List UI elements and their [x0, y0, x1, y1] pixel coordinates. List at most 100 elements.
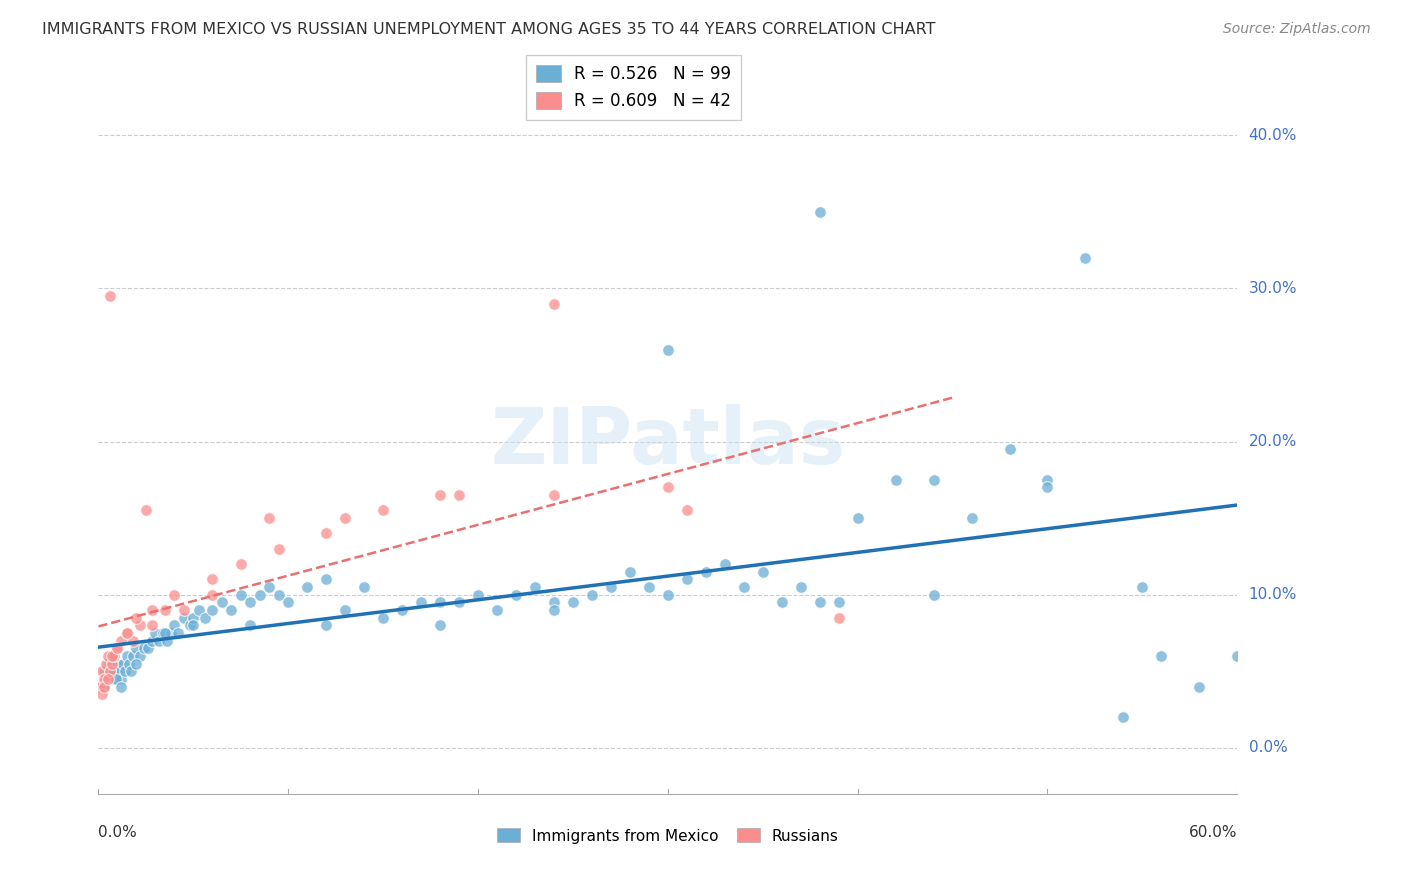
- Point: [259, 511, 281, 525]
- Point: [543, 603, 565, 617]
- Point: [371, 503, 394, 517]
- Point: [145, 626, 167, 640]
- Point: [429, 595, 451, 609]
- Point: [960, 511, 983, 525]
- Point: [770, 595, 793, 609]
- Text: 40.0%: 40.0%: [1249, 128, 1298, 143]
- Point: [104, 672, 127, 686]
- Point: [714, 557, 737, 571]
- Point: [125, 657, 148, 671]
- Point: [118, 657, 141, 671]
- Point: [98, 665, 121, 679]
- Point: [1036, 473, 1059, 487]
- Point: [98, 665, 121, 679]
- Point: [132, 641, 155, 656]
- Point: [449, 488, 471, 502]
- Point: [657, 588, 679, 602]
- Point: [828, 610, 851, 624]
- Point: [505, 588, 527, 602]
- Point: [115, 626, 138, 640]
- Point: [97, 657, 120, 671]
- Point: [89, 680, 111, 694]
- Point: [125, 641, 148, 656]
- Point: [93, 680, 115, 694]
- Point: [110, 680, 132, 694]
- Point: [179, 618, 201, 632]
- Point: [129, 648, 152, 663]
- Point: [221, 603, 243, 617]
- Point: [94, 657, 117, 671]
- Point: [297, 580, 319, 594]
- Point: [391, 603, 413, 617]
- Point: [100, 648, 122, 663]
- Point: [562, 595, 585, 609]
- Point: [600, 580, 623, 594]
- Point: [828, 595, 851, 609]
- Text: 10.0%: 10.0%: [1249, 587, 1298, 602]
- Point: [110, 633, 132, 648]
- Text: 20.0%: 20.0%: [1249, 434, 1298, 449]
- Point: [120, 665, 142, 679]
- Point: [543, 488, 565, 502]
- Point: [107, 657, 129, 671]
- Point: [153, 626, 176, 640]
- Point: [657, 481, 679, 495]
- Point: [141, 603, 163, 617]
- Point: [121, 633, 143, 648]
- Point: [1132, 580, 1154, 594]
- Point: [676, 503, 699, 517]
- Point: [108, 665, 131, 679]
- Point: [103, 672, 125, 686]
- Point: [163, 618, 186, 632]
- Text: 30.0%: 30.0%: [1249, 281, 1298, 296]
- Point: [790, 580, 813, 594]
- Point: [846, 511, 869, 525]
- Point: [91, 687, 114, 701]
- Point: [97, 648, 120, 663]
- Point: [167, 626, 190, 640]
- Point: [98, 665, 121, 679]
- Point: [277, 595, 299, 609]
- Point: [93, 665, 115, 679]
- Point: [229, 557, 252, 571]
- Point: [135, 503, 157, 517]
- Point: [1074, 251, 1097, 265]
- Point: [922, 588, 945, 602]
- Point: [141, 618, 163, 632]
- Point: [173, 610, 195, 624]
- Legend: Immigrants from Mexico, Russians: Immigrants from Mexico, Russians: [491, 822, 845, 850]
- Point: [91, 665, 114, 679]
- Point: [148, 633, 170, 648]
- Point: [129, 618, 152, 632]
- Point: [100, 648, 122, 663]
- Point: [1036, 481, 1059, 495]
- Text: Source: ZipAtlas.com: Source: ZipAtlas.com: [1223, 22, 1371, 37]
- Point: [201, 588, 224, 602]
- Point: [201, 603, 224, 617]
- Point: [449, 595, 471, 609]
- Point: [524, 580, 547, 594]
- Point: [125, 610, 148, 624]
- Point: [676, 573, 699, 587]
- Point: [97, 672, 120, 686]
- Point: [1226, 648, 1249, 663]
- Point: [486, 603, 509, 617]
- Point: [136, 641, 159, 656]
- Point: [112, 657, 135, 671]
- Point: [153, 603, 176, 617]
- Point: [94, 672, 117, 686]
- Point: [110, 672, 132, 686]
- Point: [1112, 710, 1135, 724]
- Point: [335, 603, 357, 617]
- Text: IMMIGRANTS FROM MEXICO VS RUSSIAN UNEMPLOYMENT AMONG AGES 35 TO 44 YEARS CORRELA: IMMIGRANTS FROM MEXICO VS RUSSIAN UNEMPL…: [42, 22, 935, 37]
- Point: [315, 573, 337, 587]
- Point: [100, 657, 122, 671]
- Point: [543, 296, 565, 310]
- Point: [1150, 648, 1173, 663]
- Point: [183, 618, 205, 632]
- Point: [808, 595, 831, 609]
- Point: [115, 626, 138, 640]
- Text: 0.0%: 0.0%: [98, 824, 138, 839]
- Point: [121, 648, 143, 663]
- Point: [998, 442, 1021, 457]
